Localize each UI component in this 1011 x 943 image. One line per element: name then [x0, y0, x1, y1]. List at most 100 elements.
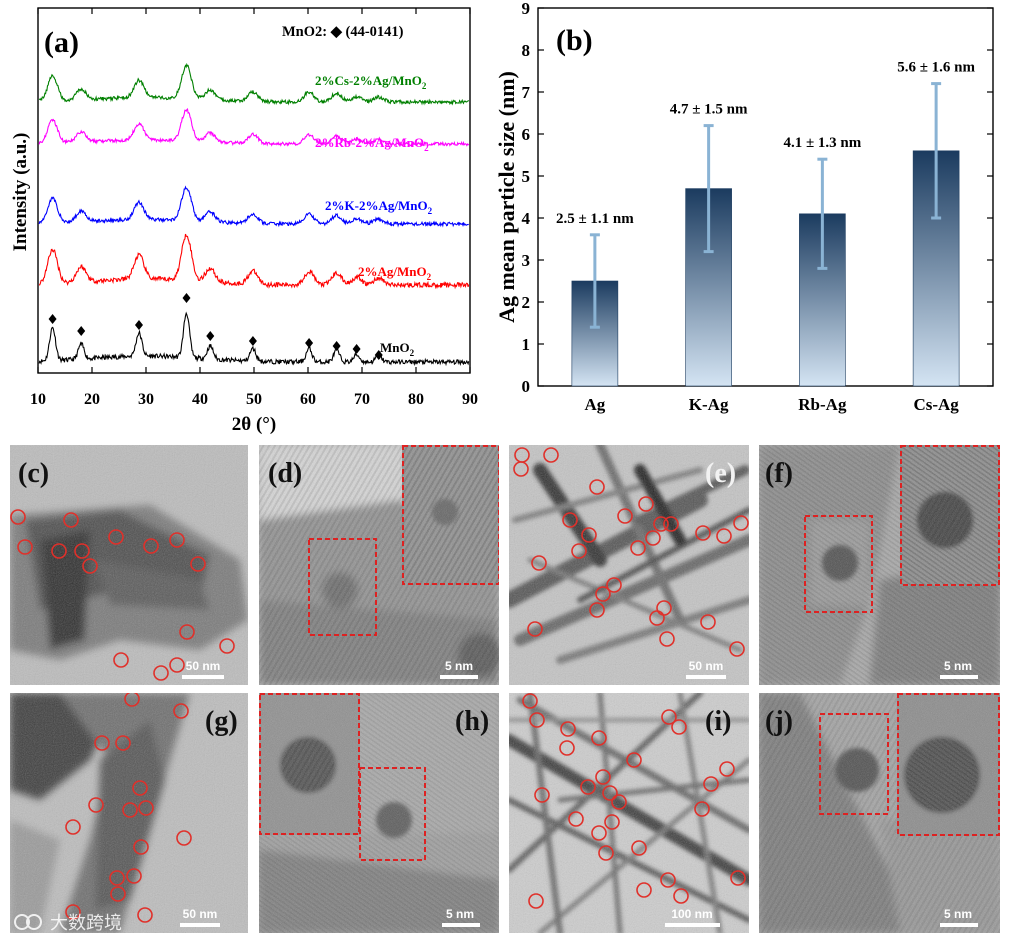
bar-y-tick-label: 8 [522, 41, 531, 60]
ag-particle-circle [513, 461, 529, 477]
ag-particle-circle [65, 819, 81, 835]
ag-particle-circle [113, 652, 129, 668]
ag-particle-circle [65, 904, 81, 920]
zoom-box-j [819, 713, 889, 815]
bar-data-label: 4.7 ± 1.5 nm [670, 102, 748, 118]
bar-y-tick-label: 7 [522, 83, 531, 102]
peak-marker-icon [48, 314, 57, 324]
ag-particle-circle [173, 703, 189, 719]
bar-y-tick-label: 5 [522, 167, 531, 186]
ag-particle-circle [598, 845, 614, 861]
ag-particle-circle [219, 638, 235, 654]
ag-particle-circle [88, 797, 104, 813]
scale-label-h: 5 nm [446, 907, 474, 921]
scale-bar-d: 5 nm [440, 659, 478, 679]
xrd-y-axis-label: Intensity (a.u.) [10, 133, 31, 252]
xrd-series-label: MnO2 [380, 340, 415, 358]
scale-bar-c: 50 nm [182, 659, 224, 679]
ag-particle-circle [695, 525, 711, 541]
tem-panel-e [509, 445, 749, 685]
ag-particle-circle [190, 556, 206, 572]
ag-particle-circle [730, 870, 746, 886]
ag-particle-circle [108, 529, 124, 545]
scale-label-c: 50 nm [186, 659, 221, 673]
bar-y-tick-label: 4 [522, 209, 531, 228]
xrd-tick-label: 10 [30, 391, 46, 408]
ag-particle-circle [571, 543, 587, 559]
ag-particle-circle [137, 907, 153, 923]
panel-label-b: (b) [556, 24, 593, 57]
ag-particle-circle [179, 624, 195, 640]
panel-label-f: (f) [765, 458, 793, 489]
ag-particle-circle [63, 512, 79, 528]
ag-particle-circle [729, 641, 745, 657]
ag-particle-circle [719, 761, 735, 777]
peak-marker-icon [134, 320, 143, 330]
peak-marker-icon [206, 331, 215, 341]
bar-x-ticks: Ag K-Ag Rb-Ag Cs-Ag [584, 380, 959, 414]
bar-category-label: K-Ag [689, 395, 729, 414]
ag-particle-circle [660, 872, 676, 888]
bar-data-labels: 2.5 ± 1.1 nm 4.7 ± 1.5 nm 4.1 ± 1.3 nm 5.6 … [556, 60, 976, 227]
bar-category-label: Ag [584, 395, 605, 414]
panel-label-c: (c) [18, 458, 49, 489]
ag-particle-circle [528, 893, 544, 909]
bar-y-axis-label: Ag mean particle size (nm) [494, 71, 519, 323]
bar-error-bars [589, 82, 942, 329]
zoom-box-d [308, 538, 377, 636]
ag-particle-circle [568, 811, 584, 827]
panel-label-g: (g) [205, 706, 238, 737]
ag-particle-circle [543, 447, 559, 463]
bar-plot-frame [537, 7, 994, 387]
xrd-peak-markers [48, 293, 383, 360]
scale-label-j: 5 nm [944, 907, 972, 921]
scale-bar-g: 50 nm [180, 907, 220, 927]
xrd-tick-label: 30 [138, 391, 154, 408]
ag-particle-circle [126, 868, 142, 884]
ag-particle-circle [124, 693, 140, 707]
xrd-legend-text: MnO2: ◆ (44-0141) [282, 24, 404, 40]
scale-label-d: 5 nm [445, 659, 473, 673]
ag-particle-circle [522, 693, 538, 709]
bar-y-ticks: 0 1 2 3 4 5 6 7 8 9 [522, 0, 993, 396]
ag-particle-circle [645, 530, 661, 546]
ag-particle-circle [589, 479, 605, 495]
scale-bar-i: 100 nm [665, 907, 720, 927]
peak-marker-icon [332, 341, 341, 351]
tem-panel-i [509, 693, 749, 933]
ag-particle-markers-i [522, 693, 746, 909]
bar-data-label: 5.6 ± 1.6 nm [897, 60, 975, 76]
zoom-inset-j [897, 693, 1000, 836]
peak-marker-icon [77, 326, 86, 336]
xrd-series-label: 2%K-2%Ag/MnO2 [325, 198, 433, 216]
ag-particle-circle [617, 508, 633, 524]
xrd-line-1 [38, 233, 470, 290]
tem-panel-j [759, 693, 1000, 933]
ag-particle-circle [169, 657, 185, 673]
ag-particle-circle [529, 712, 545, 728]
ag-particle-circle [694, 801, 710, 817]
ag-particle-circle [580, 779, 596, 795]
ag-particle-circle [611, 794, 627, 810]
bar-data-label: 2.5 ± 1.1 nm [556, 211, 634, 227]
xrd-tick-label: 70 [354, 391, 370, 408]
scale-label-f: 5 nm [944, 659, 972, 673]
particle-size-chart: 0 1 2 3 4 5 6 7 8 9 Ag K-Ag Rb-Ag Cs-Ag 2.5 ± 1.1 nm… [494, 0, 994, 414]
ag-particle-circle [700, 614, 716, 630]
xrd-series-label: 2%Ag/MnO2 [358, 264, 432, 282]
bar-series [571, 150, 960, 387]
xrd-x-axis-label: 2θ (°) [232, 414, 276, 435]
xrd-tick-label: 20 [84, 391, 100, 408]
ag-particle-circle [649, 610, 665, 626]
peak-marker-icon [305, 338, 314, 348]
xrd-series-labels: MnO2 2%Ag/MnO2 2%K-2%Ag/MnO2 2%Rb-2%Ag/MnO2… [315, 73, 433, 358]
ag-particle-circle [138, 800, 154, 816]
panel-label-d: (d) [268, 458, 302, 489]
bar-category-label: Rb-Ag [798, 395, 847, 414]
ag-particle-circle [559, 740, 575, 756]
ag-particle-circle [94, 735, 110, 751]
ag-particle-circle [595, 586, 611, 602]
ag-particle-circle [733, 515, 749, 531]
ag-particle-circle [636, 882, 652, 898]
ag-particle-circle [527, 621, 543, 637]
